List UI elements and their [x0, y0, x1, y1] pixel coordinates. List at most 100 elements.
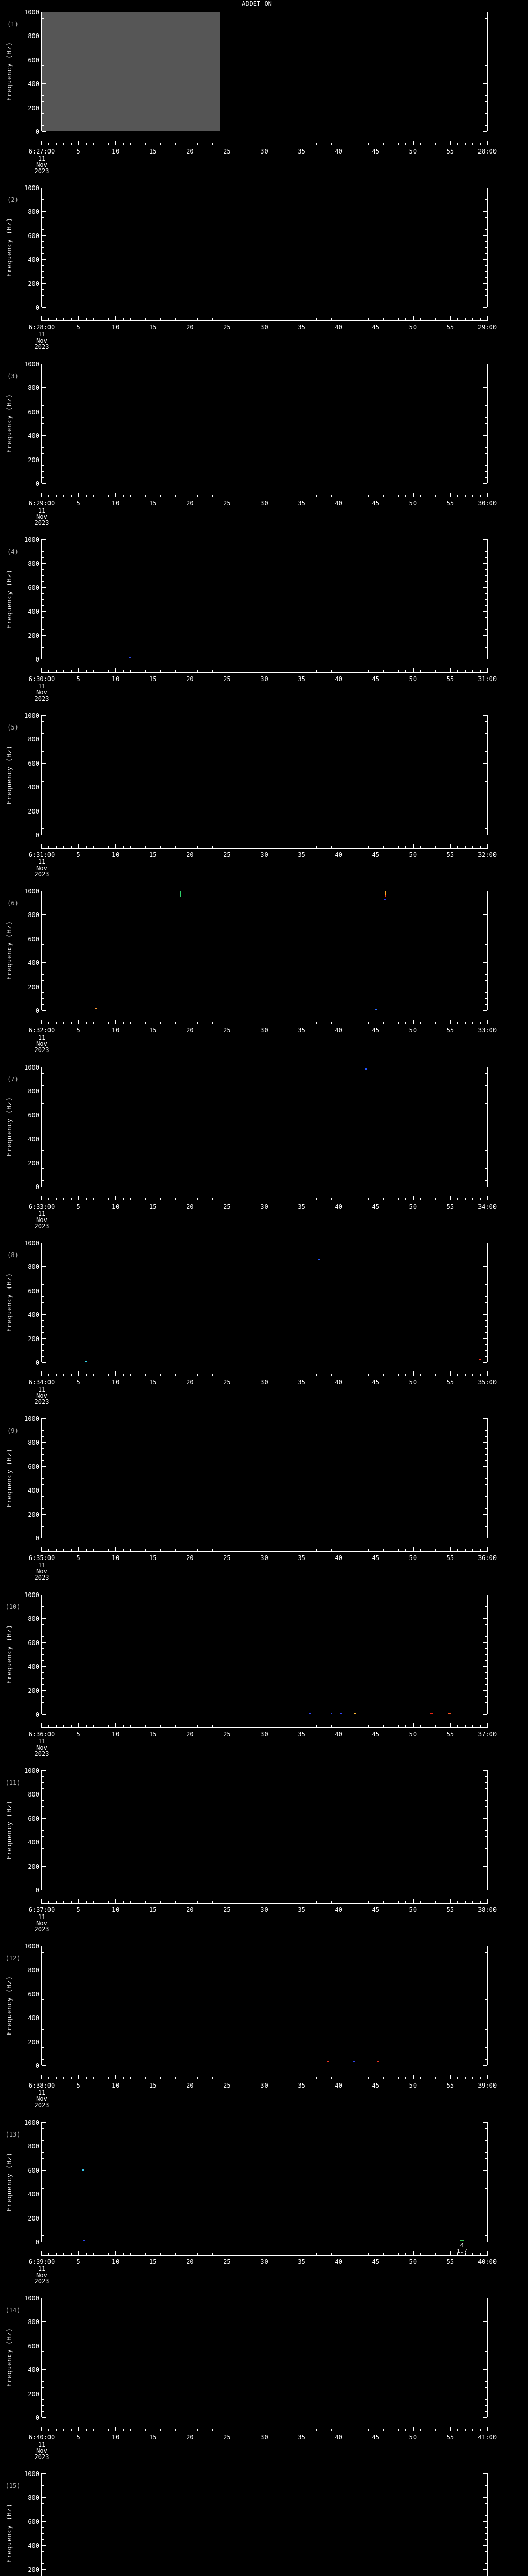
- x-minor-tick: [130, 1374, 131, 1376]
- x-tick-label: 5: [76, 2258, 80, 2265]
- x-tick-label: 40: [335, 1906, 342, 1913]
- y-major-tick: [42, 483, 46, 484]
- x-minor-tick: [457, 2429, 458, 2431]
- y-major-tick: [42, 914, 46, 915]
- x-end-time-label: 39:00: [477, 2082, 497, 2089]
- x-minor-tick: [123, 2429, 124, 2431]
- x-minor-tick: [457, 1022, 458, 1024]
- x-minor-tick: [465, 1549, 466, 1551]
- x-minor-tick: [175, 2077, 176, 2079]
- y-axis-line: [41, 364, 42, 483]
- x-tick-label: 10: [111, 324, 120, 331]
- x-tick-label: 5: [76, 1379, 80, 1386]
- x-minor-tick: [160, 1901, 161, 1903]
- y-axis-title: Frequency (Hz): [5, 539, 13, 659]
- x-minor-tick: [472, 143, 473, 145]
- y-tick-label: 1000: [24, 1064, 39, 1071]
- x-minor-tick: [398, 1198, 399, 1200]
- x-tick-label: 25: [223, 1379, 231, 1386]
- x-major-tick: [487, 2075, 488, 2079]
- x-minor-tick: [56, 846, 57, 848]
- y-tick-label: 200: [28, 2215, 39, 2222]
- x-tick-label: 10: [111, 675, 120, 683]
- x-tick-label: 45: [372, 148, 380, 155]
- x-tick-label: 25: [223, 1203, 231, 1210]
- x-minor-tick: [331, 1198, 332, 1200]
- x-start-time-label: 6:31:00: [28, 851, 55, 858]
- x-tick-label: 10: [111, 1731, 120, 1738]
- y-tick-label: 400: [28, 1311, 39, 1318]
- x-minor-tick: [108, 1549, 109, 1551]
- x-tick-label: 30: [260, 1203, 268, 1210]
- x-minor-tick: [123, 1901, 124, 1903]
- y-minor-tick: [42, 2527, 44, 2528]
- x-end-time-label: 36:00: [477, 1554, 497, 1562]
- y-major-tick: [42, 83, 46, 84]
- x-minor-tick: [197, 670, 198, 672]
- y-major-tick: [42, 283, 46, 284]
- x-minor-tick: [405, 1198, 406, 1200]
- x-tick-label: 15: [149, 1731, 157, 1738]
- x-major-tick: [450, 2075, 451, 2079]
- y-minor-tick: [485, 2235, 487, 2236]
- y-tick-label: 0: [35, 1183, 39, 1191]
- y-tick-label: 600: [28, 2518, 39, 2526]
- y-minor-tick: [485, 1848, 487, 1849]
- x-minor-tick: [316, 2077, 317, 2079]
- y-minor-tick: [485, 599, 487, 600]
- y-minor-tick: [485, 1320, 487, 1321]
- y-tick-label: 400: [28, 784, 39, 791]
- x-tick-label: 10: [111, 1554, 120, 1562]
- x-minor-tick: [160, 1022, 161, 1024]
- y-tick-label: 800: [28, 560, 39, 567]
- y-minor-tick: [485, 647, 487, 648]
- y-tick-label: 1000: [24, 888, 39, 895]
- y-minor-tick: [485, 1085, 487, 1086]
- y-major-tick: [483, 2417, 487, 2418]
- x-minor-tick: [405, 670, 406, 672]
- x-major-tick: [41, 1723, 42, 1727]
- y-axis-line: [41, 1418, 42, 1538]
- y-minor-tick: [485, 2387, 487, 2388]
- x-tick-label: 10: [111, 1906, 120, 1913]
- y-tick-label: 200: [28, 808, 39, 815]
- x-minor-tick: [420, 2077, 421, 2079]
- y-axis-line: [41, 2122, 42, 2242]
- detection-mark: [82, 2240, 85, 2241]
- y-tick-label: 1000: [24, 9, 39, 16]
- y-tick-label: 200: [28, 2391, 39, 2398]
- x-tick-label: 40: [335, 2434, 342, 2441]
- x-major-tick: [413, 1547, 414, 1551]
- x-tick-label: 20: [186, 851, 194, 858]
- y-major-tick: [42, 763, 46, 764]
- y-tick-label: 400: [28, 1487, 39, 1494]
- x-minor-tick: [86, 846, 87, 848]
- x-minor-tick: [160, 1198, 161, 1200]
- y-minor-tick: [485, 1606, 487, 1607]
- x-date-label: Nov: [36, 689, 47, 696]
- x-tick-label: 15: [149, 1379, 157, 1386]
- x-minor-tick: [212, 1549, 213, 1551]
- x-tick-label: 10: [111, 500, 120, 507]
- x-minor-tick: [435, 1725, 436, 1727]
- x-minor-tick: [175, 495, 176, 497]
- x-axis-line: [41, 672, 488, 673]
- x-minor-tick: [435, 143, 436, 145]
- y-minor-tick: [485, 2405, 487, 2406]
- detection-streak: [385, 891, 386, 895]
- y-minor-tick: [42, 2140, 44, 2141]
- y-minor-tick: [42, 605, 44, 606]
- x-minor-tick: [63, 1022, 64, 1024]
- page-title: ADDET_ON: [242, 0, 272, 7]
- y-minor-tick: [485, 253, 487, 254]
- spectrogram-panel-13: 4 1.7 0 200 400 600 800 1000 5 10 15 20 25 30 35 40 45 50…: [0, 2110, 528, 2286]
- x-minor-tick: [331, 1022, 332, 1024]
- y-minor-tick: [485, 1776, 487, 1777]
- y-major-tick: [42, 1714, 46, 1715]
- panel-index-label: (5): [7, 724, 19, 731]
- y-minor-tick: [42, 1302, 44, 1303]
- x-date-label: 11: [38, 1386, 46, 1393]
- x-minor-tick: [472, 2077, 473, 2079]
- y-minor-tick: [42, 2399, 44, 2400]
- x-tick-label: 25: [223, 1027, 231, 1034]
